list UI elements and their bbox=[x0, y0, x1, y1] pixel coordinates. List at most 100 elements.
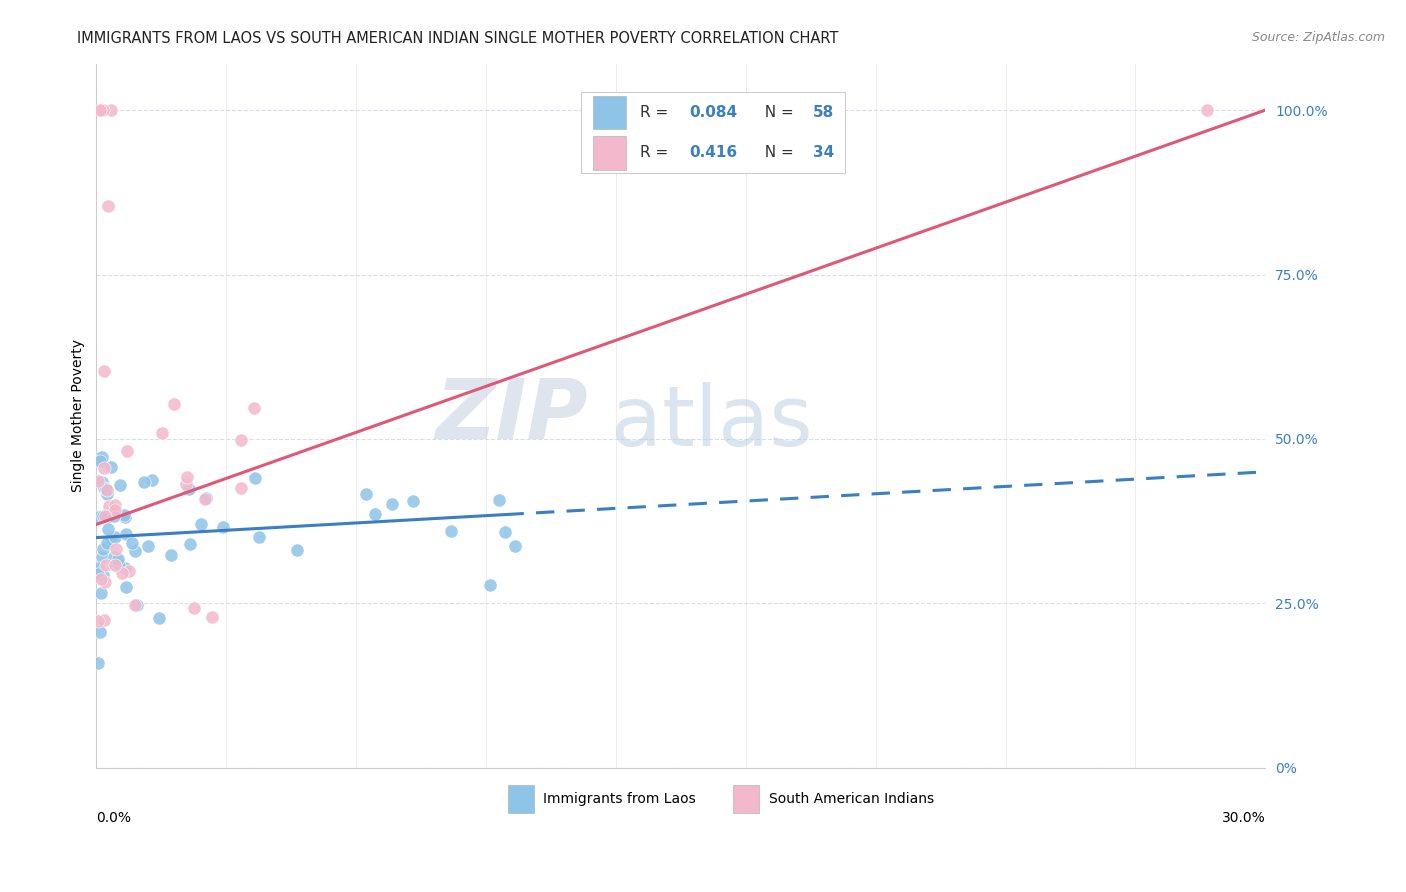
FancyBboxPatch shape bbox=[593, 136, 626, 169]
FancyBboxPatch shape bbox=[508, 785, 533, 814]
Point bbox=[103, 549, 125, 564]
Text: 0.0%: 0.0% bbox=[97, 811, 131, 824]
Point bbox=[105, 541, 128, 556]
Point bbox=[91, 103, 114, 117]
Point bbox=[121, 536, 143, 550]
Point bbox=[87, 510, 110, 524]
Point bbox=[148, 611, 170, 625]
Point bbox=[90, 586, 112, 600]
Point bbox=[87, 567, 110, 582]
Point bbox=[100, 532, 122, 546]
Point bbox=[503, 539, 526, 553]
Y-axis label: Single Mother Poverty: Single Mother Poverty bbox=[72, 340, 86, 492]
FancyBboxPatch shape bbox=[582, 92, 845, 173]
Point bbox=[97, 199, 120, 213]
Point bbox=[114, 527, 136, 541]
Point bbox=[100, 103, 122, 117]
Point bbox=[90, 475, 112, 489]
Point bbox=[93, 364, 115, 378]
Point bbox=[141, 474, 163, 488]
Point bbox=[364, 508, 387, 522]
Point bbox=[179, 537, 201, 551]
Point bbox=[93, 481, 115, 495]
Point bbox=[94, 558, 117, 573]
Point bbox=[108, 478, 131, 492]
Point bbox=[118, 564, 141, 578]
Point bbox=[176, 470, 198, 484]
Point bbox=[114, 561, 136, 575]
Point bbox=[111, 566, 134, 581]
Point bbox=[124, 598, 146, 612]
Point bbox=[488, 492, 510, 507]
Text: 58: 58 bbox=[813, 105, 834, 120]
Point bbox=[100, 459, 122, 474]
Point bbox=[229, 433, 252, 447]
Text: 34: 34 bbox=[813, 145, 834, 161]
Point bbox=[107, 551, 129, 566]
Point bbox=[97, 522, 120, 536]
Text: ZIP: ZIP bbox=[434, 376, 588, 457]
Point bbox=[479, 578, 502, 592]
Point bbox=[285, 542, 308, 557]
Point bbox=[134, 475, 156, 490]
Point bbox=[94, 574, 117, 589]
Point bbox=[127, 598, 149, 612]
Text: R =: R = bbox=[640, 145, 673, 161]
Point bbox=[354, 487, 377, 501]
Point bbox=[136, 539, 159, 553]
Point bbox=[104, 502, 127, 516]
Point bbox=[381, 497, 404, 511]
Point bbox=[90, 549, 112, 564]
Point bbox=[96, 483, 118, 497]
Point bbox=[174, 476, 197, 491]
Point bbox=[97, 510, 120, 524]
Text: Immigrants from Laos: Immigrants from Laos bbox=[543, 792, 696, 806]
Point bbox=[112, 508, 135, 522]
Point bbox=[87, 560, 110, 574]
Point bbox=[114, 509, 136, 524]
Point bbox=[494, 524, 516, 539]
Point bbox=[190, 517, 212, 532]
FancyBboxPatch shape bbox=[593, 95, 626, 129]
Point bbox=[194, 491, 217, 506]
Point bbox=[247, 530, 270, 544]
FancyBboxPatch shape bbox=[734, 785, 759, 814]
Point bbox=[87, 474, 110, 488]
Point bbox=[94, 482, 117, 496]
Text: 0.416: 0.416 bbox=[689, 145, 737, 161]
Point bbox=[91, 542, 114, 557]
Point bbox=[150, 426, 173, 441]
Text: 0.084: 0.084 bbox=[689, 105, 737, 120]
Point bbox=[201, 609, 224, 624]
Point bbox=[104, 498, 127, 512]
Text: atlas: atlas bbox=[610, 383, 813, 464]
Point bbox=[91, 450, 114, 464]
Point bbox=[89, 103, 111, 117]
Point bbox=[115, 580, 138, 594]
Point bbox=[104, 530, 127, 544]
Point bbox=[89, 454, 111, 468]
Point bbox=[90, 572, 112, 586]
Point bbox=[93, 614, 115, 628]
Point bbox=[1195, 103, 1218, 117]
Point bbox=[87, 451, 110, 466]
Point bbox=[124, 544, 146, 558]
Point bbox=[194, 491, 217, 506]
Point bbox=[163, 396, 186, 410]
Point bbox=[439, 524, 461, 539]
Point bbox=[96, 486, 118, 500]
Point bbox=[243, 401, 266, 415]
Point bbox=[212, 520, 235, 534]
Point bbox=[96, 536, 118, 550]
Text: Source: ZipAtlas.com: Source: ZipAtlas.com bbox=[1251, 31, 1385, 45]
Text: IMMIGRANTS FROM LAOS VS SOUTH AMERICAN INDIAN SINGLE MOTHER POVERTY CORRELATION : IMMIGRANTS FROM LAOS VS SOUTH AMERICAN I… bbox=[77, 31, 839, 46]
Point bbox=[89, 625, 111, 640]
Point bbox=[115, 444, 138, 458]
Point bbox=[243, 471, 266, 485]
Point bbox=[104, 558, 127, 572]
Point bbox=[94, 508, 117, 523]
Point bbox=[97, 499, 120, 513]
Point bbox=[402, 494, 425, 508]
Point bbox=[177, 482, 200, 496]
Point bbox=[91, 568, 114, 582]
